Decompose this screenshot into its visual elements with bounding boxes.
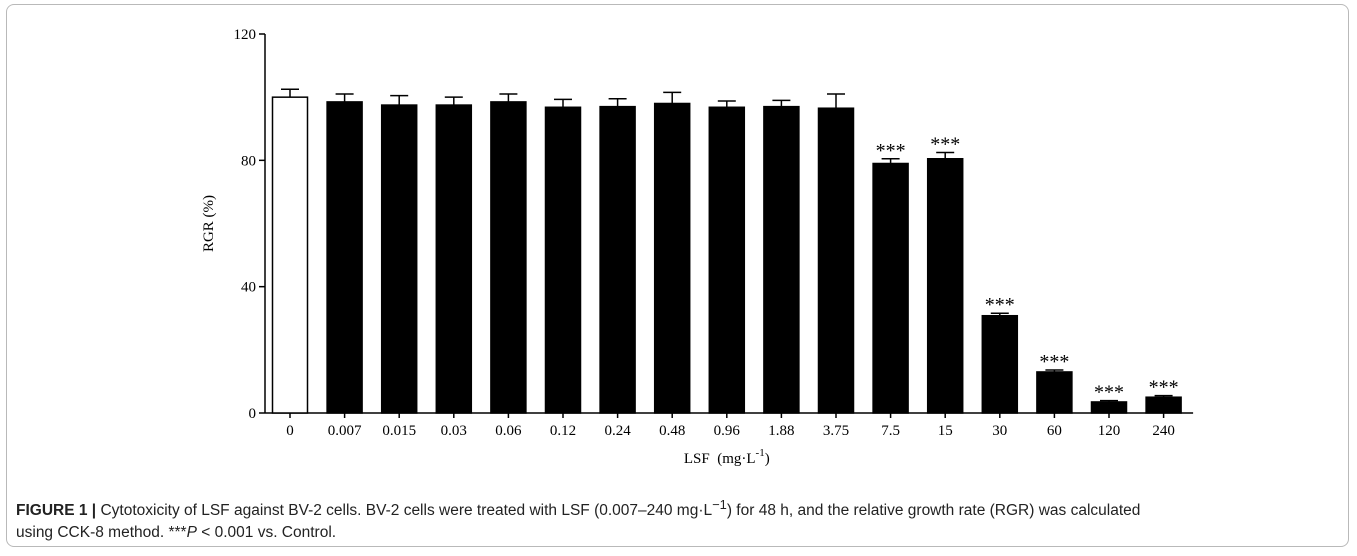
x-tick-label: 60 <box>1047 423 1062 439</box>
bar <box>981 314 1019 414</box>
x-tick-label: 0.06 <box>495 423 522 439</box>
caption-superscript: −1 <box>712 497 727 512</box>
bar <box>653 102 691 414</box>
chart-bars <box>271 88 1182 414</box>
caption-text-1: Cytotoxicity of LSF against BV-2 cells. … <box>96 502 713 520</box>
x-tick-label: 0.03 <box>441 423 467 439</box>
bar <box>1090 401 1128 414</box>
bar-chart: 0 40 80 120 0 0.007 0.015 0.03 0.06 0.12 0.24 0.48… <box>201 27 1194 467</box>
x-tick-label: 120 <box>1098 423 1121 439</box>
x-axis-title-main: LSF (mg·L <box>684 451 756 467</box>
bar <box>708 106 746 414</box>
bar <box>380 104 418 414</box>
x-axis-title: LSF (mg·L-1) <box>684 447 770 467</box>
x-tick-label: 0.015 <box>382 423 416 439</box>
x-tick-label: 0.12 <box>550 423 576 439</box>
bar <box>544 106 582 414</box>
x-axis-title-superscript: -1 <box>756 447 765 459</box>
caption-italic-p: P <box>186 524 197 542</box>
caption-label: FIGURE 1 | <box>16 502 97 520</box>
x-tick-label: 15 <box>938 423 953 439</box>
x-tick-label: 3.75 <box>823 423 849 439</box>
significance-marker: *** <box>876 140 906 162</box>
y-tick-label: 40 <box>241 280 256 296</box>
x-tick-label: 0.48 <box>659 423 685 439</box>
bar <box>817 107 855 414</box>
x-tick-label: 240 <box>1152 423 1175 439</box>
caption-text-2b: < 0.001 vs. Control. <box>196 524 337 542</box>
bar <box>326 101 363 414</box>
significance-marker: *** <box>1094 382 1124 404</box>
significance-marker: *** <box>1149 377 1179 399</box>
x-tick-label: 0 <box>286 423 294 439</box>
bar <box>271 96 309 414</box>
bar <box>763 105 800 414</box>
caption-text-1b: ) for 48 h, and the relative growth rate… <box>726 502 1141 520</box>
x-tick-label: 0.007 <box>328 423 362 439</box>
caption-text-2a: using CCK-8 method. *** <box>16 524 187 542</box>
significance-marker: *** <box>1039 351 1069 373</box>
bar <box>1036 371 1073 414</box>
chart-labels: 0 0.007 0.015 0.03 0.06 0.12 0.24 0.48 0.96 1.88 3… <box>286 133 1178 439</box>
x-axis-title-close: ) <box>765 451 770 467</box>
bar <box>435 104 473 414</box>
x-tick-label: 0.24 <box>604 423 631 439</box>
y-axis-title: RGR (%) <box>201 195 217 252</box>
x-tick-label: 0.96 <box>714 423 741 439</box>
significance-marker: *** <box>985 294 1015 316</box>
x-tick-label: 7.5 <box>881 423 900 439</box>
significance-marker: *** <box>930 133 960 155</box>
y-tick-label: 0 <box>249 406 257 422</box>
figure-caption: FIGURE 1 | Cytotoxicity of LSF against B… <box>16 494 1336 544</box>
x-tick-label: 1.88 <box>768 423 794 439</box>
x-tick-label: 30 <box>992 423 1007 439</box>
bar <box>599 105 636 414</box>
bar <box>1145 396 1182 414</box>
y-tick-label: 80 <box>241 153 256 169</box>
bar <box>490 101 527 414</box>
bar <box>872 162 909 414</box>
bar <box>926 158 964 414</box>
y-tick-label: 120 <box>234 27 257 43</box>
